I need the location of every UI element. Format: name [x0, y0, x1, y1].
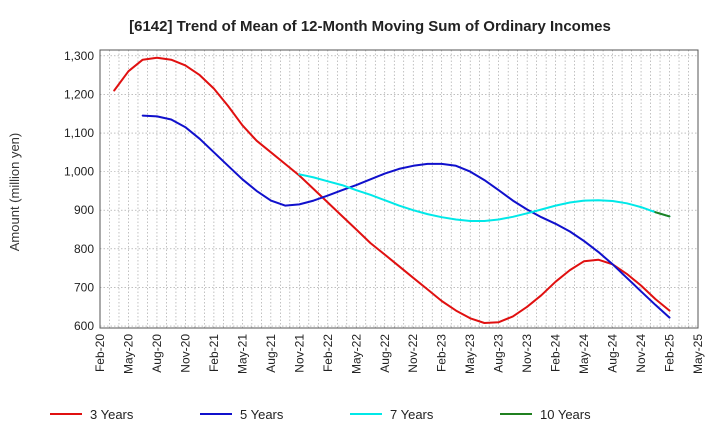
x-tick-label: May-25	[691, 334, 705, 374]
x-tick-label: Feb-22	[321, 334, 335, 372]
y-tick-label: 700	[74, 280, 94, 294]
series-lines	[113, 56, 671, 324]
x-tick-label: Nov-23	[520, 334, 534, 373]
x-tick-label: Nov-21	[292, 334, 306, 373]
legend-label-5-years: 5 Years	[240, 407, 284, 422]
series-line-3-years	[113, 56, 671, 324]
y-tick-label: 1,100	[64, 126, 94, 140]
x-tick-label: May-21	[235, 334, 249, 374]
series-line-5-years	[141, 114, 671, 319]
x-tick-label: Aug-21	[264, 334, 278, 373]
x-tick-label: Feb-21	[207, 334, 221, 372]
legend: 3 Years 5 Years 7 Years 10 Years	[50, 407, 591, 422]
y-tick-label: 600	[74, 319, 94, 333]
x-tick-label: May-22	[349, 334, 363, 374]
series-line-10-years	[654, 211, 671, 218]
x-tick-label: Aug-23	[492, 334, 506, 373]
x-axis-ticks: Feb-20 May-20 Aug-20 Nov-20 Feb-21 May-21 Aug-…	[93, 334, 705, 374]
legend-label-10-years: 10 Years	[540, 407, 591, 422]
x-tick-label: May-24	[577, 334, 591, 374]
x-tick-label: Feb-25	[663, 334, 677, 372]
legend-label-7-years: 7 Years	[390, 407, 434, 422]
y-tick-label: 1,300	[64, 49, 94, 63]
x-tick-label: Aug-22	[378, 334, 392, 373]
x-tick-label: Aug-24	[606, 334, 620, 373]
y-tick-label: 1,000	[64, 165, 94, 179]
y-tick-label: 800	[74, 242, 94, 256]
x-tick-label: May-20	[121, 334, 135, 374]
chart-title: [6142] Trend of Mean of 12-Month Moving …	[129, 18, 611, 35]
x-tick-label: Aug-20	[150, 334, 164, 373]
x-tick-label: Feb-20	[93, 334, 107, 372]
x-tick-label: Feb-24	[549, 334, 563, 372]
x-tick-label: Nov-24	[634, 334, 648, 373]
y-tick-label: 1,200	[64, 87, 94, 101]
series-line-7-years	[298, 173, 671, 222]
x-tick-label: Nov-20	[178, 334, 192, 373]
legend-label-3-years: 3 Years	[90, 407, 134, 422]
x-tick-label: May-23	[463, 334, 477, 374]
y-tick-label: 900	[74, 203, 94, 217]
plot-area	[99, 49, 699, 329]
y-axis-ticks: 600 700 800 900 1,000 1,100 1,200 1,300	[64, 49, 94, 333]
grid-lines	[99, 50, 699, 328]
x-tick-label: Nov-22	[406, 334, 420, 373]
y-axis-label: Amount (million yen)	[7, 133, 22, 252]
x-tick-label: Feb-23	[435, 334, 449, 372]
